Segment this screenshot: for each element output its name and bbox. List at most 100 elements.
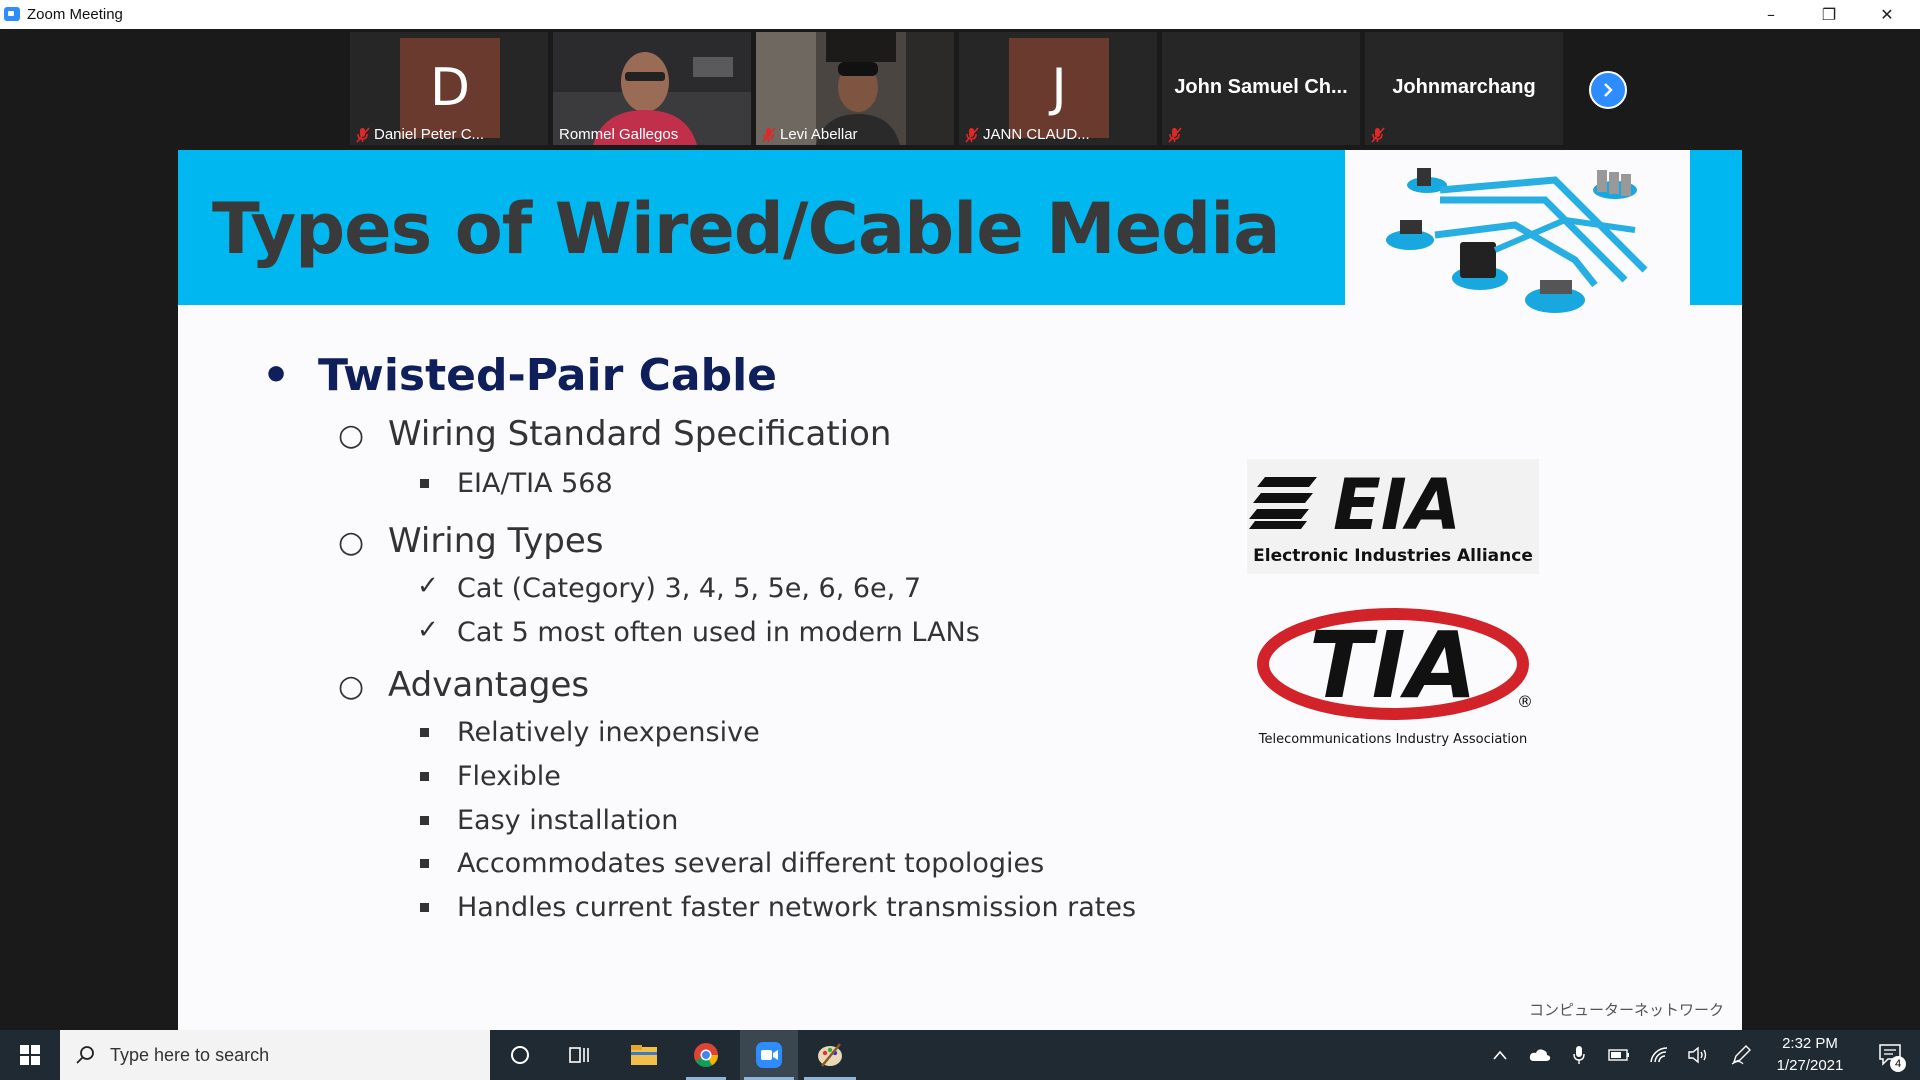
shared-screen-slide: Types of Wired/Cable Media <box>178 150 1742 1030</box>
participant-strip: D Daniel Peter C... Rommel Gallegos <box>350 29 1627 148</box>
list-item: EIA/TIA 568 <box>420 468 613 499</box>
section-label: ○ Wiring Standard Specification <box>338 414 892 454</box>
circle-bullet-icon: ○ <box>338 669 365 704</box>
list-item: Accommodates several different topologie… <box>420 848 1044 879</box>
chrome-icon <box>694 1043 718 1068</box>
cloud-icon <box>1529 1049 1551 1061</box>
wifi-icon <box>1650 1047 1668 1063</box>
avatar: J <box>1009 38 1109 138</box>
notification-count-badge: 4 <box>1890 1056 1906 1072</box>
zoom-icon <box>756 1042 782 1068</box>
list-item: Flexible <box>420 761 561 792</box>
start-button[interactable] <box>0 1030 60 1080</box>
notifications-icon <box>1879 1044 1901 1066</box>
close-button[interactable]: ✕ <box>1880 5 1894 24</box>
microphone-icon <box>1573 1046 1585 1064</box>
list-item: Easy installation <box>420 805 678 836</box>
battery-button[interactable] <box>1604 1030 1634 1080</box>
muted-mic-icon <box>965 126 979 143</box>
windows-taskbar: Type here to search 2:32 PM <box>0 1030 1920 1080</box>
meeting-area: D Daniel Peter C... Rommel Gallegos <box>0 29 1920 1030</box>
taskbar-search-box[interactable]: Type here to search <box>60 1030 490 1080</box>
list-item: Handles current faster network transmiss… <box>420 892 1136 923</box>
participant-name: John Samuel Ch... <box>1174 76 1348 98</box>
chrome-button[interactable] <box>682 1030 730 1080</box>
clock-time: 2:32 PM <box>1782 1035 1838 1052</box>
avatar: D <box>400 38 500 138</box>
circle-bullet-icon: ○ <box>338 418 365 453</box>
windows-logo-icon <box>20 1045 40 1065</box>
muted-mic-icon <box>1168 127 1182 143</box>
checkmark-icon: ✓ <box>417 571 439 601</box>
pen-workspace-button[interactable] <box>1726 1030 1756 1080</box>
participant-tile[interactable]: D Daniel Peter C... <box>350 32 548 145</box>
window-titlebar: Zoom Meeting – ❐ ✕ <box>0 0 1920 29</box>
network-button[interactable] <box>1644 1030 1674 1080</box>
registered-icon: ® <box>1517 692 1533 711</box>
chevron-right-icon <box>1604 83 1613 97</box>
folder-icon <box>631 1045 657 1065</box>
participant-video <box>756 32 954 145</box>
volume-button[interactable] <box>1684 1030 1714 1080</box>
search-placeholder: Type here to search <box>110 1044 270 1065</box>
participant-name: Johnmarchang <box>1392 76 1536 98</box>
chevron-up-icon <box>1493 1050 1507 1060</box>
next-participants-button[interactable] <box>1589 71 1627 109</box>
participant-name: Rommel Gallegos <box>559 126 679 143</box>
square-bullet-icon <box>420 903 429 912</box>
search-icon <box>76 1046 94 1064</box>
participant-tile[interactable]: Johnmarchang <box>1365 32 1563 145</box>
window-title: Zoom Meeting <box>27 6 123 23</box>
slide-heading: • Twisted-Pair Cable <box>262 350 777 401</box>
checkmark-icon: ✓ <box>417 615 439 645</box>
participant-video <box>553 32 751 145</box>
clock-date: 1/27/2021 <box>1776 1057 1844 1074</box>
zoom-taskbar-button[interactable] <box>740 1030 798 1080</box>
section-label: ○ Wiring Types <box>338 521 604 561</box>
participant-tile-active[interactable]: Rommel Gallegos <box>553 32 751 145</box>
list-item: ✓ Cat 5 most often used in modern LANs <box>417 615 980 648</box>
battery-icon <box>1608 1049 1629 1061</box>
restore-button[interactable]: ❐ <box>1821 5 1837 24</box>
microphone-tray-button[interactable] <box>1566 1030 1592 1080</box>
circle-bullet-icon: ○ <box>338 525 365 560</box>
tia-caption: Telecommunications Industry Association <box>1258 732 1527 747</box>
participant-name: JANN CLAUD... <box>983 126 1090 143</box>
square-bullet-icon <box>420 728 429 737</box>
slide-footer: コンピューターネットワーク <box>1528 1001 1724 1019</box>
show-hidden-icons-button[interactable] <box>1486 1030 1514 1080</box>
muted-mic-icon <box>1371 127 1385 143</box>
action-center-button[interactable]: 4 <box>1866 1030 1916 1080</box>
muted-mic-icon <box>762 126 776 143</box>
participant-name: Levi Abellar <box>780 126 858 143</box>
list-item: Relatively inexpensive <box>420 717 760 748</box>
onedrive-button[interactable] <box>1526 1030 1554 1080</box>
paint-app-button[interactable] <box>800 1030 860 1080</box>
participant-tile[interactable]: Levi Abellar <box>756 32 954 145</box>
eia-logo: EIA Electronic Industries Alliance <box>1247 459 1539 574</box>
pen-icon <box>1731 1045 1751 1065</box>
minimize-button[interactable]: – <box>1767 5 1775 24</box>
muted-mic-icon <box>356 126 370 143</box>
task-view-icon <box>569 1047 589 1063</box>
participant-tile[interactable]: John Samuel Ch... <box>1162 32 1360 145</box>
square-bullet-icon <box>420 816 429 825</box>
participant-name: Daniel Peter C... <box>374 126 485 143</box>
square-bullet-icon <box>420 859 429 868</box>
zoom-app-icon <box>4 7 20 21</box>
tia-logo: TIA ® Telecommunications Industry Associ… <box>1247 597 1539 752</box>
system-clock[interactable]: 2:32 PM 1/27/2021 <box>1760 1033 1860 1077</box>
list-item: ✓ Cat (Category) 3, 4, 5, 5e, 6, 6e, 7 <box>417 571 922 604</box>
eia-caption: Electronic Industries Alliance <box>1253 546 1533 566</box>
palette-icon <box>818 1043 842 1067</box>
eia-mark: EIA <box>1333 464 1461 546</box>
task-view-button[interactable] <box>560 1030 600 1080</box>
speaker-icon <box>1688 1046 1707 1064</box>
tia-mark: TIA <box>1309 612 1477 719</box>
section-label: ○ Advantages <box>338 665 590 705</box>
participant-tile[interactable]: J JANN CLAUD... <box>959 32 1157 145</box>
cortana-button[interactable] <box>500 1030 540 1080</box>
file-explorer-button[interactable] <box>620 1030 668 1080</box>
square-bullet-icon <box>420 479 429 488</box>
cortana-circle-icon <box>511 1046 529 1064</box>
